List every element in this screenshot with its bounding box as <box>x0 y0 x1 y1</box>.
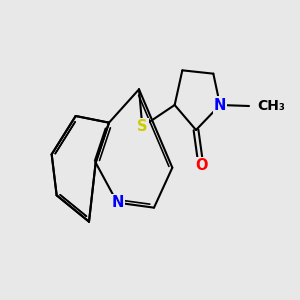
Text: O: O <box>195 158 207 173</box>
Text: N: N <box>111 195 124 210</box>
Text: S: S <box>137 119 148 134</box>
Text: CH₃: CH₃ <box>257 99 285 113</box>
Text: N: N <box>214 98 226 112</box>
